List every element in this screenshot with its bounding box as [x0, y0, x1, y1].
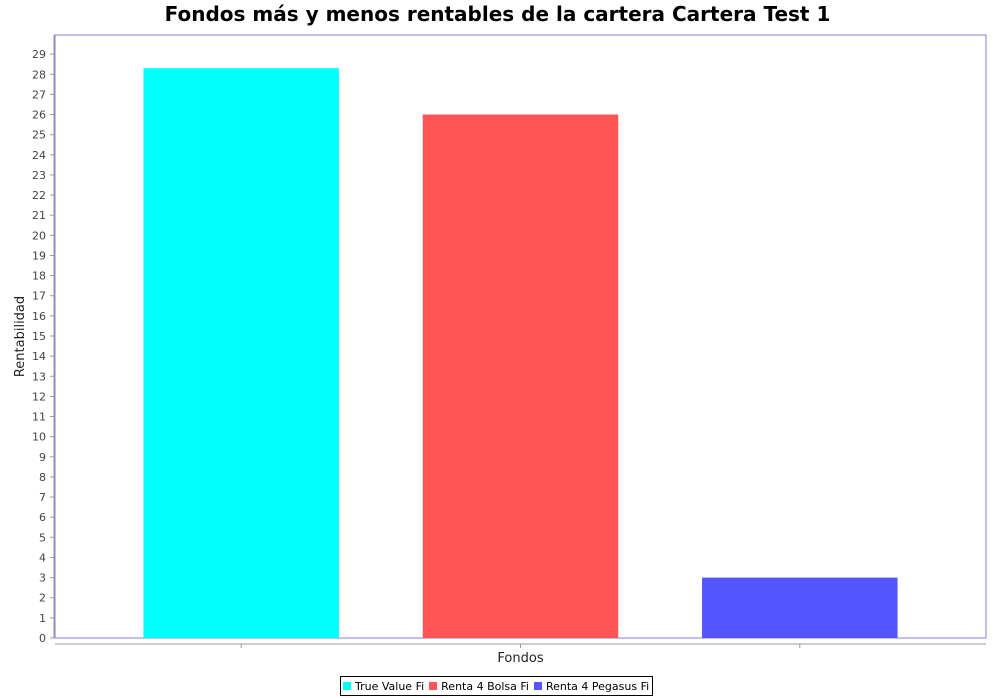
- legend-swatch: [429, 682, 438, 690]
- y-axis-title: Rentabilidad: [13, 296, 28, 377]
- y-tick-label: 24: [32, 149, 46, 162]
- legend-item-1: True Value Fi: [343, 680, 424, 693]
- y-tick-label: 6: [39, 511, 46, 524]
- legend-swatch: [533, 682, 542, 690]
- bar-2: [422, 114, 619, 639]
- legend-item-3: Renta 4 Pegasus Fi: [533, 679, 650, 693]
- x-axis-title: Fondos: [497, 651, 543, 666]
- y-tick-label: 27: [32, 88, 46, 101]
- y-tick-label: 7: [39, 491, 46, 504]
- y-tick-label: 25: [32, 129, 46, 142]
- y-tick-label: 22: [32, 189, 46, 202]
- y-tick-label: 15: [32, 330, 46, 343]
- y-tick-label: 29: [32, 48, 46, 61]
- y-tick-label: 3: [39, 572, 46, 585]
- legend-label: Renta 4 Bolsa Fi: [441, 679, 529, 693]
- y-tick-label: 16: [32, 310, 46, 323]
- y-tick-label: 0: [39, 632, 46, 645]
- y-tick-label: 11: [32, 411, 46, 424]
- y-tick-label: 23: [32, 169, 46, 182]
- y-tick-label: 4: [39, 551, 46, 564]
- y-tick-label: 5: [39, 531, 46, 544]
- y-tick-label: 26: [32, 109, 46, 122]
- y-tick-label: 13: [32, 370, 46, 383]
- bar-1: [143, 68, 339, 639]
- bar-3: [702, 577, 898, 638]
- y-tick-label: 20: [32, 229, 46, 242]
- y-tick-label: 2: [39, 592, 46, 605]
- chart-title: Fondos más y menos rentables de la carte…: [164, 2, 831, 26]
- legend-label: True Value Fi: [355, 679, 425, 693]
- y-tick-label: 21: [32, 209, 46, 222]
- y-tick-label: 9: [39, 451, 46, 464]
- y-tick-label: 18: [32, 270, 46, 283]
- y-tick-label: 10: [32, 431, 46, 444]
- legend-swatch: [343, 682, 351, 690]
- y-tick-label: 1: [39, 612, 46, 625]
- y-tick-label: 8: [39, 471, 46, 484]
- legend-item-2: Renta 4 Bolsa Fi: [429, 680, 529, 693]
- chart-legend: True Value Fi Renta 4 Bolsa Fi Renta 4 Peg…: [340, 676, 654, 696]
- legend-label: Renta 4 Pegasus Fi: [545, 679, 650, 693]
- y-tick-label: 12: [32, 390, 46, 403]
- y-tick-label: 17: [32, 290, 46, 303]
- y-tick-label: 19: [32, 249, 46, 262]
- y-tick-label: 14: [32, 350, 46, 363]
- y-tick-label: 28: [32, 68, 46, 81]
